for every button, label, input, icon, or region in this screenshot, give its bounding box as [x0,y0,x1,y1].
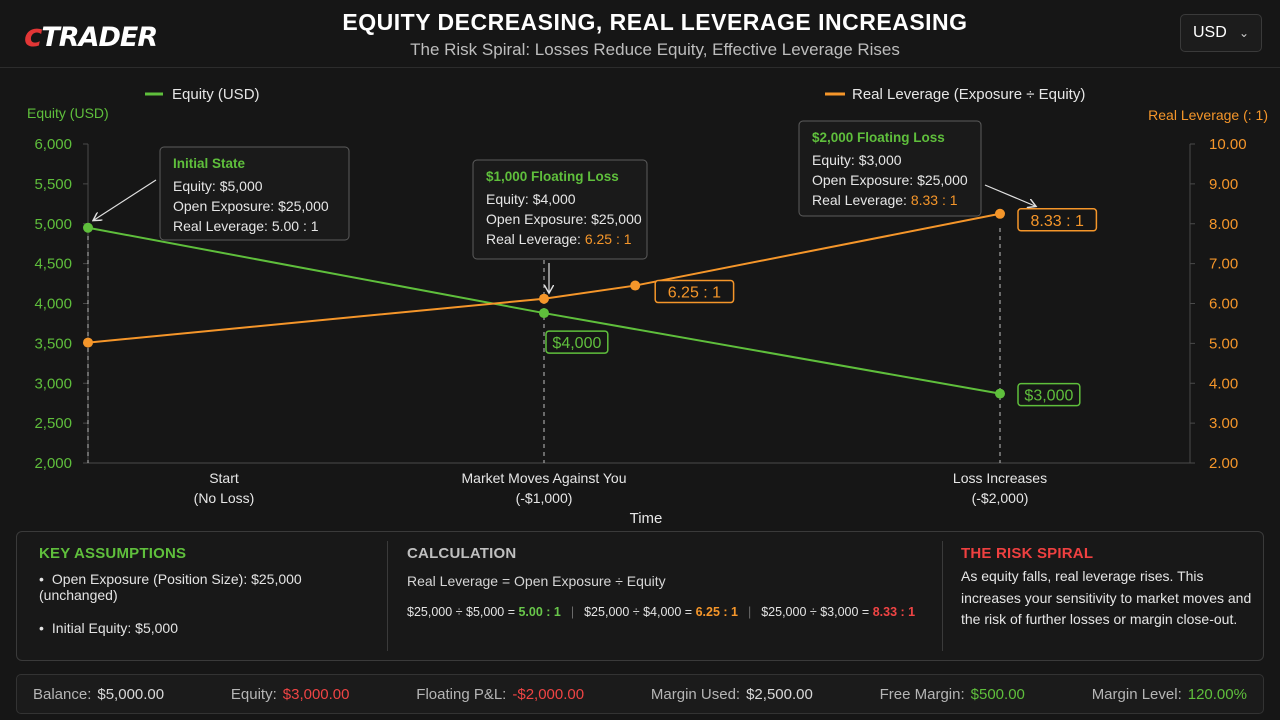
annotation-box [798,120,982,217]
y-tick-left-label: 5,000 [34,216,72,233]
equity-data-point [83,222,93,233]
annotation-line: Real Leverage: 5.00 : 1 [173,218,319,234]
y-tick-left-label: 2,500 [34,415,72,432]
annotation-line: Real Leverage: 6.25 : 1 [486,231,632,247]
equity-data-point [539,308,549,319]
key-assumptions-heading: KEY ASSUMPTIONS [39,545,187,562]
annotation-line: Real Leverage: 8.33 : 1 [812,192,958,208]
assumption-item: Initial Equity: $5,000 [39,620,384,636]
equity-leverage-chart: Equity (USD) Real Leverage (Exposure ÷ Eq… [27,86,1268,527]
divider [942,541,943,651]
page-title: EQUITY DECREASING, REAL LEVERAGE INCREAS… [342,9,968,35]
leverage-data-point [539,293,549,304]
x-category-label: Start [209,470,239,486]
y-tick-right-label: 5.00 [1209,335,1238,352]
y-tick-left-label: 6,000 [34,136,72,153]
equity-value-label-box [545,330,609,354]
y-tick-right-label: 8.00 [1209,216,1238,233]
header-bar: cTRADER EQUITY DECREASING, REAL LEVERAGE… [0,0,1280,68]
y-tick-right-label: 4.00 [1209,375,1238,392]
divider [387,541,388,651]
annotation-line: Equity: $3,000 [812,152,902,168]
calculation-row: $25,000 ÷ $5,000 = 5.00 : 1 [407,605,561,619]
risk-spiral-heading: THE RISK SPIRAL [961,545,1094,562]
floating-pnl-stat: Floating P&L: -$2,000.00 [416,685,585,703]
ctrader-logo: cTRADER [24,18,158,54]
free-margin-stat: Free Margin: $500.00 [879,685,1025,703]
equity-stat: Equity: $3,000.00 [230,685,350,703]
y-tick-right-label: 9.00 [1209,176,1238,193]
leverage-value-label-box [1017,208,1098,232]
key-assumptions: KEY ASSUMPTIONS Open Exposure (Position … [39,532,384,660]
chevron-down-icon: ⌄ [1238,26,1249,40]
equity-value-label: $3,000 [1024,388,1073,405]
y-axis-left-label: Equity (USD) [27,105,109,121]
x-axis-label: Time [630,510,663,527]
y-tick-right-label: 7.00 [1209,256,1238,273]
info-panel: KEY ASSUMPTIONS Open Exposure (Position … [16,531,1264,661]
equity-value-label-box [1017,382,1081,407]
y-tick-left-label: 3,500 [34,335,72,352]
risk-spiral-section: THE RISK SPIRAL As equity falls, real le… [961,532,1256,660]
annotation-line: Open Exposure: $25,000 [486,211,642,227]
legend-label-leverage: Real Leverage (Exposure ÷ Equity) [852,86,1085,103]
annotation-box [159,146,350,241]
annotation-line: Open Exposure: $25,000 [812,172,968,188]
y-tick-left-label: 2,000 [34,455,72,472]
leverage-series-line [87,212,1001,344]
annotation-line: Open Exposure: $25,000 [173,198,329,214]
calculation-formula: Real Leverage = Open Exposure ÷ Equity [407,573,666,589]
annotation-title: $1,000 Floating Loss [486,169,619,184]
x-category-sublabel: (No Loss) [194,490,255,506]
x-category-label: Market Moves Against You [462,470,627,486]
y-tick-left-label: 3,000 [34,375,72,392]
y-tick-left-label: 4,000 [34,296,72,313]
calculation-row: $25,000 ÷ $3,000 = 8.33 : 1 [761,605,916,619]
legend-label-equity: Equity (USD) [172,86,260,103]
y-tick-right-label: 10.00 [1209,136,1247,153]
assumption-item: Open Exposure (Position Size): $25,000 (… [39,571,384,603]
y-tick-right-label: 2.00 [1209,455,1238,472]
x-category-sublabel: (-$2,000) [972,490,1029,506]
equity-value-label: $4,000 [552,335,601,352]
annotation-arrow [984,184,1035,206]
y-tick-right-label: 6.00 [1209,296,1238,313]
risk-spiral-text: As equity falls, real leverage rises. Th… [961,568,1252,627]
account-status-bar: Balance: $5,000.00 Equity: $3,000.00 Float… [16,674,1264,714]
y-tick-right-label: 3.00 [1209,415,1238,432]
page-subtitle: The Risk Spiral: Losses Reduce Equity, E… [410,40,900,59]
margin-level-stat: Margin Level: 120.00% [1091,685,1247,703]
y-tick-left-label: 4,500 [34,256,72,273]
x-category-sublabel: (-$1,000) [516,490,573,506]
leverage-data-point [630,280,641,291]
leverage-value-label-box [654,279,735,304]
leverage-value-label: 6.25 : 1 [668,285,721,302]
currency-select[interactable]: USD ⌄ [1180,14,1262,52]
balance-stat: Balance: $5,000.00 [33,685,165,703]
annotation-line: Equity: $4,000 [486,191,576,207]
separator: | [747,605,752,619]
annotation-box [472,159,648,260]
calculation-section: CALCULATION Real Leverage = Open Exposur… [407,532,947,660]
x-category-label: Loss Increases [953,470,1047,486]
calculation-rows: $25,000 ÷ $5,000 = 5.00 : 1 | $25,000 ÷ … [407,605,947,619]
leverage-value-label: 8.33 : 1 [1031,213,1084,230]
leverage-data-point [995,208,1005,219]
annotation-title: $2,000 Floating Loss [812,130,945,145]
currency-value: USD [1193,24,1227,41]
calculation-heading: CALCULATION [407,545,517,562]
annotation-title: Initial State [173,156,246,171]
equity-data-point [995,388,1005,399]
y-axis-right-label: Real Leverage (: 1) [1148,107,1268,123]
calculation-row: $25,000 ÷ $4,000 = 6.25 : 1 [584,605,738,619]
leverage-data-point [83,337,93,348]
y-tick-left-label: 5,500 [34,176,72,193]
margin-used-stat: Margin Used: $2,500.00 [650,685,813,703]
annotation-line: Equity: $5,000 [173,178,263,194]
annotation-arrow [94,179,157,220]
separator: | [570,605,575,619]
